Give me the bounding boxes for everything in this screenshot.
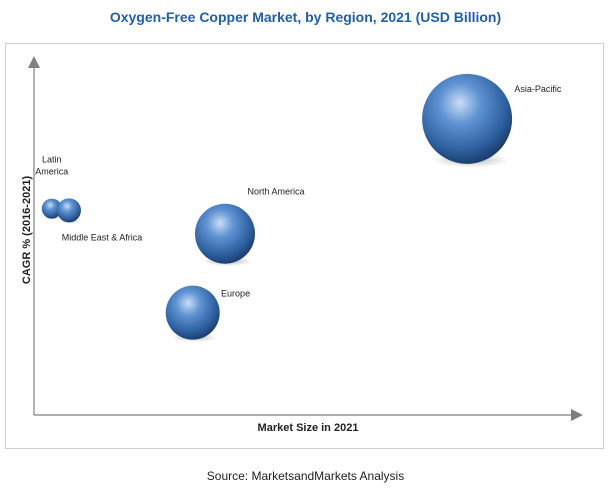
- bubble-label-north-america: North America: [247, 187, 304, 197]
- chart-title: Oxygen-Free Copper Market, by Region, 20…: [109, 9, 502, 25]
- bubble-label-europe: Europe: [221, 288, 250, 298]
- y-axis-label: CAGR % (2016-2021): [21, 176, 33, 285]
- bubble-label-layer: Asia-Pacific North America Europe Latin Amer…: [35, 84, 562, 299]
- bubble-latin-america[interactable]: [41, 198, 62, 219]
- bubble-middle-east-africa[interactable]: [56, 198, 81, 223]
- bubble-asia-pacific[interactable]: [422, 73, 513, 164]
- bubble-layer: [41, 73, 513, 342]
- bubble-label-latin-america: Latin America: [35, 155, 68, 177]
- bubble-label-middle-east-africa: Middle East & Africa: [62, 232, 143, 242]
- bubble-europe[interactable]: [165, 285, 220, 340]
- y-axis-arrow: [28, 56, 40, 68]
- chart-frame: [5, 43, 604, 449]
- x-axis-label: Market Size in 2021: [258, 422, 359, 434]
- bubble-north-america[interactable]: [194, 203, 255, 264]
- source-note: Source: MarketsandMarkets Analysis: [206, 469, 405, 483]
- bubble-label-asia-pacific: Asia-Pacific: [514, 84, 562, 94]
- x-axis-arrow: [571, 409, 583, 421]
